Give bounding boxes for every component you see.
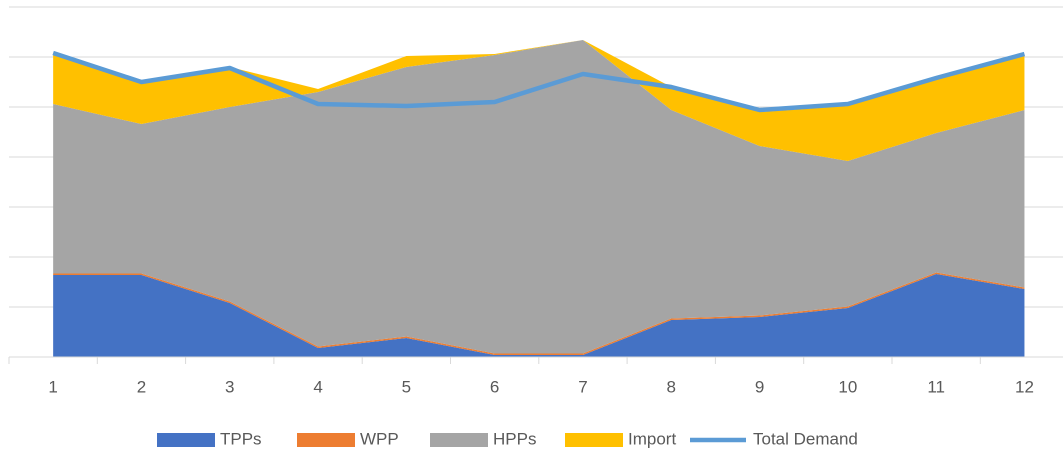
x-tick-label: 5 bbox=[402, 377, 411, 396]
x-tick-label: 12 bbox=[1015, 377, 1034, 396]
x-tick-label: 10 bbox=[838, 377, 857, 396]
x-tick-label: 8 bbox=[667, 377, 676, 396]
x-tick-label: 3 bbox=[225, 377, 234, 396]
x-tick-label: 9 bbox=[755, 377, 764, 396]
line bbox=[52, 50, 1026, 113]
legend-label: Total Demand bbox=[753, 429, 858, 448]
legend-label: TPPs bbox=[220, 429, 262, 448]
x-tick-label: 4 bbox=[313, 377, 322, 396]
legend-swatch bbox=[157, 433, 215, 447]
area bbox=[53, 40, 1025, 354]
legend-label: WPP bbox=[360, 429, 399, 448]
legend-swatch bbox=[565, 433, 623, 447]
legend-swatch bbox=[297, 433, 355, 447]
legend-swatch bbox=[430, 433, 488, 447]
legend-label: Import bbox=[628, 429, 676, 448]
x-tick-label: 1 bbox=[48, 377, 57, 396]
area bbox=[53, 40, 1025, 161]
x-tick-label: 2 bbox=[137, 377, 146, 396]
x-tick-label: 7 bbox=[578, 377, 587, 396]
legend-label: HPPs bbox=[493, 429, 536, 448]
x-tick-label: 6 bbox=[490, 377, 499, 396]
x-tick-label: 11 bbox=[927, 377, 945, 396]
area bbox=[53, 274, 1025, 357]
